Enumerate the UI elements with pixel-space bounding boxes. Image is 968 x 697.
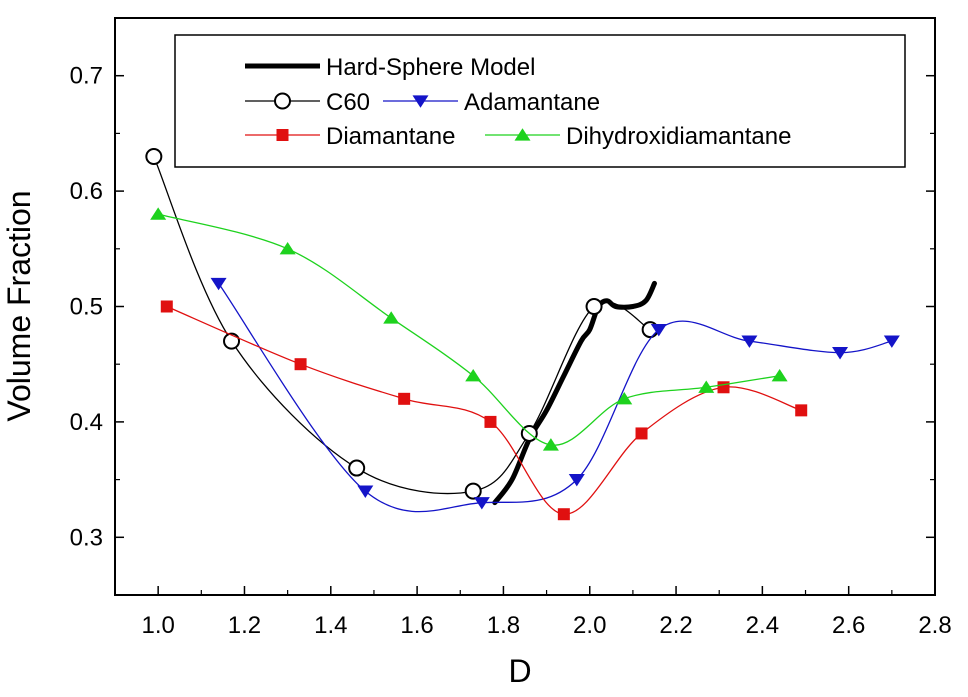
series-adamantane	[210, 277, 900, 513]
data-point-diamantane	[398, 392, 411, 405]
legend-label: Adamantane	[464, 89, 600, 116]
data-point-c60	[223, 332, 241, 350]
legend-marker	[276, 129, 289, 141]
y-tick-label: 0.4	[70, 409, 103, 436]
data-point-diamantane	[717, 381, 730, 394]
legend-label: Diamantane	[326, 123, 455, 150]
data-point-diamantane	[294, 358, 307, 371]
legend-item-dihydroxidiamantane: Dihydroxidiamantane	[485, 123, 791, 150]
legend-label: C60	[326, 89, 370, 116]
series-dihydroxidiamantane	[150, 207, 788, 451]
x-tick-label: 2.6	[832, 612, 865, 639]
data-point-adamantane	[473, 497, 490, 510]
x-tick-label: 1.8	[487, 612, 520, 639]
data-point-dihydroxidiamantane	[383, 311, 400, 324]
legend: Hard-Sphere Model C60 Adamantane Diamantane…	[174, 34, 906, 168]
series-hard-sphere-model	[492, 280, 657, 506]
y-tick-label: 0.7	[70, 63, 103, 90]
y-tick-label: 0.5	[70, 294, 103, 321]
legend-item-diamantane: Diamantane	[245, 123, 455, 150]
data-point-c60	[585, 298, 603, 315]
series-layer	[145, 147, 900, 521]
data-point-c60	[145, 147, 163, 165]
data-point-c60	[348, 459, 366, 477]
x-axis: 1.0 1.2 1.4 1.6 1.8 2.0 2.2 2.4 2.6 2.8	[114, 586, 952, 639]
y-tick-label: 0.6	[70, 178, 103, 205]
y-axis-title: Volume Fraction	[1, 190, 37, 421]
x-tick-label: 2.4	[746, 612, 779, 639]
legend-marker	[274, 92, 291, 110]
x-tick-label: 2.0	[573, 612, 606, 639]
y-tick-label: 0.3	[70, 524, 103, 551]
data-point-adamantane	[832, 347, 849, 360]
x-tick-label: 1.2	[228, 612, 261, 639]
data-point-dihydroxidiamantane	[465, 368, 482, 382]
x-tick-label: 1.0	[141, 612, 174, 639]
data-point-diamantane	[484, 415, 497, 428]
data-point-dihydroxidiamantane	[279, 242, 296, 255]
data-point-dihydroxidiamantane	[616, 392, 633, 405]
data-point-dihydroxidiamantane	[698, 380, 715, 393]
data-point-adamantane	[883, 335, 900, 348]
legend-marker	[412, 95, 429, 108]
data-point-adamantane	[650, 323, 667, 337]
legend-item-c60: C60	[245, 89, 370, 116]
legend-item-hard-sphere-model: Hard-Sphere Model	[245, 54, 535, 81]
data-point-dihydroxidiamantane	[150, 207, 167, 220]
data-point-diamantane	[795, 404, 808, 417]
data-point-diamantane	[635, 427, 648, 440]
y-axis: 0.3 0.4 0.5 0.6 0.7	[70, 17, 935, 596]
x-axis-title: D	[508, 653, 531, 689]
data-point-adamantane	[741, 335, 758, 348]
legend-item-adamantane: Adamantane	[383, 89, 600, 116]
data-point-adamantane	[357, 485, 374, 498]
x-tick-label: 1.6	[400, 612, 433, 639]
data-point-dihydroxidiamantane	[771, 368, 788, 382]
series-line-c60	[153, 155, 651, 495]
legend-label: Hard-Sphere Model	[326, 54, 535, 81]
data-point-c60	[464, 482, 482, 500]
x-tick-label: 2.2	[659, 612, 692, 639]
legend-marker	[514, 128, 531, 141]
series-line-hard-sphere-model	[492, 280, 657, 506]
data-point-dihydroxidiamantane	[542, 438, 559, 451]
x-tick-label: 1.4	[314, 612, 347, 639]
series-c60	[145, 147, 659, 500]
x-tick-label: 2.8	[918, 612, 951, 639]
data-point-diamantane	[557, 508, 570, 521]
data-point-diamantane	[160, 300, 173, 313]
series-line-adamantane	[217, 282, 893, 513]
series-line-diamantane	[166, 305, 802, 515]
data-point-adamantane	[568, 474, 585, 487]
data-point-adamantane	[210, 277, 227, 291]
legend-label: Dihydroxidiamantane	[566, 123, 791, 150]
